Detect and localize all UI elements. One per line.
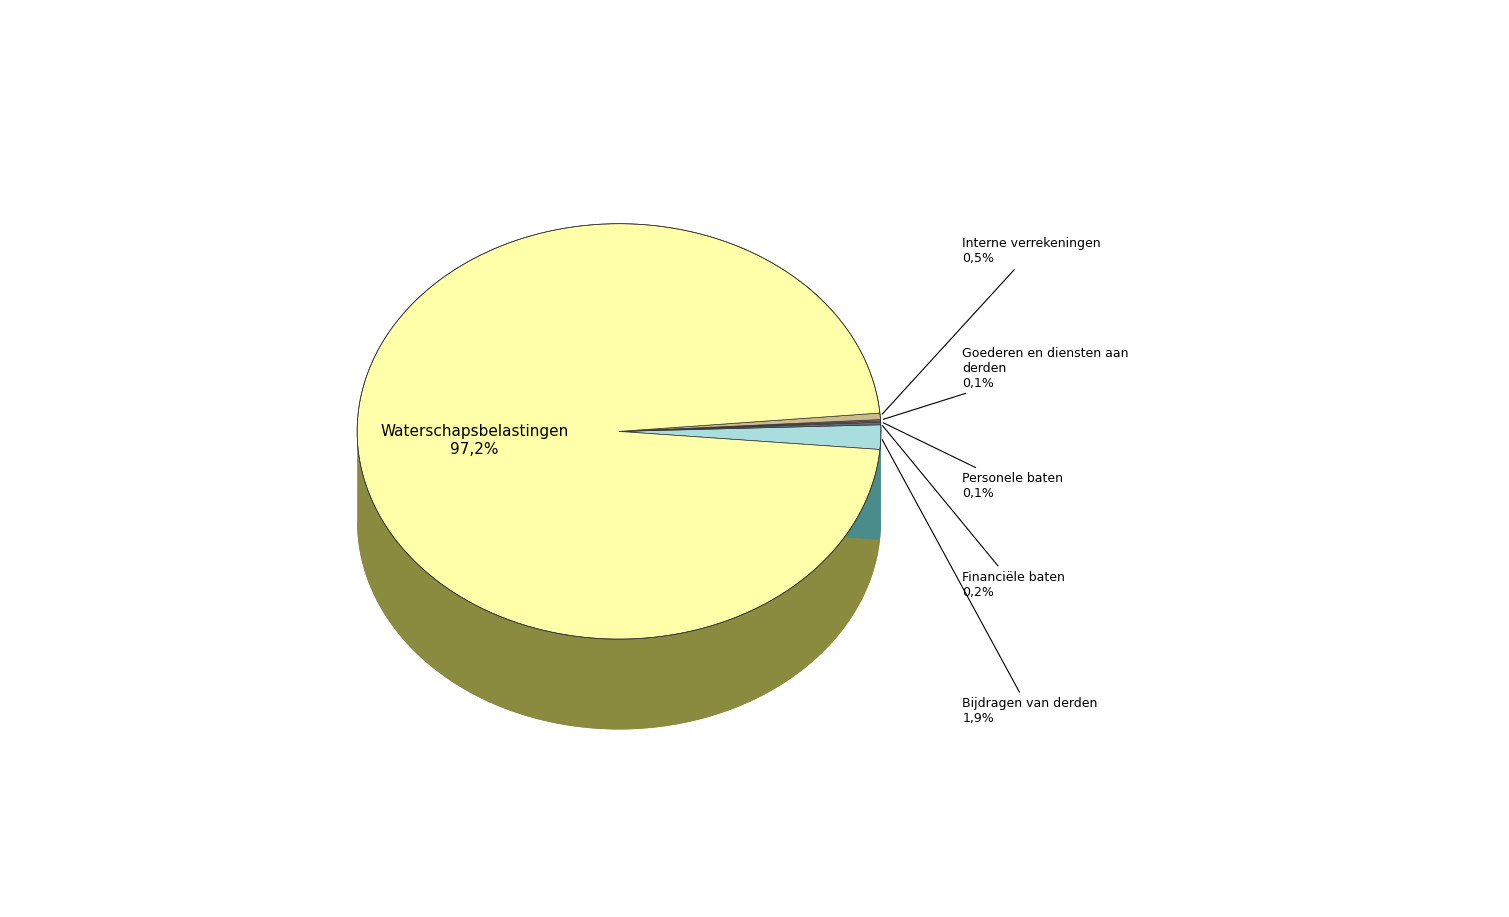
Polygon shape [619,431,880,540]
Text: Interne verrekeningen
0,5%: Interne verrekeningen 0,5% [883,237,1102,414]
Polygon shape [619,419,881,431]
Polygon shape [619,425,881,449]
Text: Bijdragen van derden
1,9%: Bijdragen van derden 1,9% [883,439,1097,725]
Text: Financiële baten
0,2%: Financiële baten 0,2% [883,425,1065,599]
Polygon shape [619,422,881,431]
Text: Personele baten
0,1%: Personele baten 0,1% [883,423,1064,500]
Polygon shape [358,522,881,729]
Text: Goederen en diensten aan
derden
0,1%: Goederen en diensten aan derden 0,1% [883,347,1129,419]
Polygon shape [619,413,881,431]
Polygon shape [358,224,880,639]
Polygon shape [619,431,880,540]
Text: Waterschapsbelastingen
97,2%: Waterschapsbelastingen 97,2% [380,425,569,457]
Polygon shape [619,421,881,431]
Polygon shape [358,434,880,729]
